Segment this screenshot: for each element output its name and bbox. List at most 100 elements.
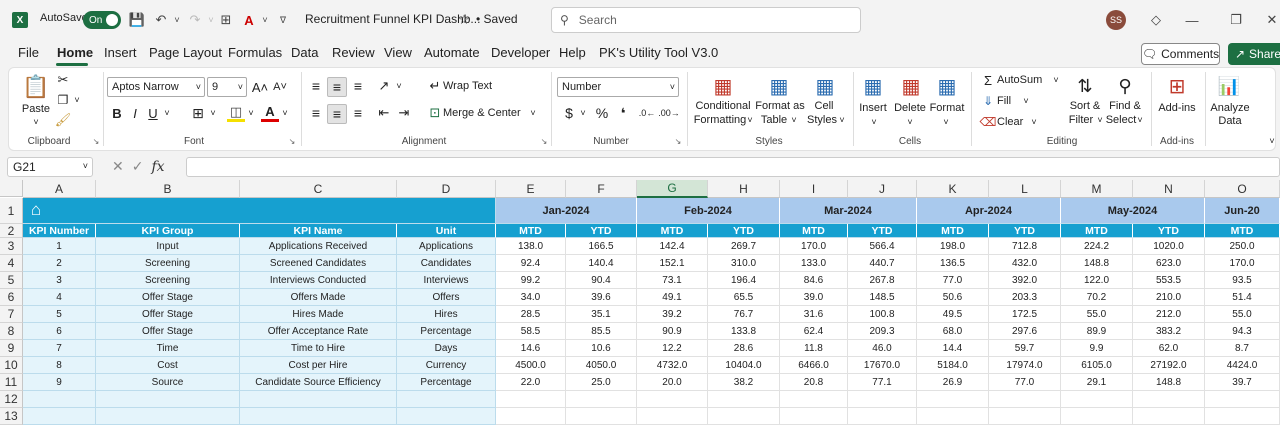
orientation-dropdown-icon[interactable]: ˅ [396, 81, 402, 91]
comments-button[interactable]: 🗨 Comments [1141, 43, 1220, 65]
row-header-8[interactable]: 8 [0, 323, 23, 340]
tab-formulas[interactable]: Formulas [228, 45, 283, 60]
empty-cell[interactable] [566, 391, 637, 408]
value-cell[interactable]: 142.4 [637, 238, 708, 255]
empty-cell[interactable] [848, 391, 917, 408]
value-cell[interactable]: 70.2 [1061, 289, 1133, 306]
value-cell[interactable]: 84.6 [780, 272, 848, 289]
value-cell[interactable]: 68.0 [917, 323, 989, 340]
insert-cells-button[interactable]: Insert [859, 102, 887, 114]
row-header-13[interactable]: 13 [0, 408, 23, 425]
increase-indent-icon[interactable]: ⇥ [398, 105, 410, 120]
delete-cells-button[interactable]: Delete [894, 102, 926, 114]
chevron-down-icon[interactable]: ˅ [1031, 117, 1037, 127]
kpi-cell[interactable]: Offers [397, 289, 496, 306]
kpi-cell[interactable]: Interviews [397, 272, 496, 289]
chevron-down-icon[interactable]: ˅ [1097, 115, 1103, 125]
chevron-down-icon[interactable]: ˅ [791, 115, 797, 125]
save-icon[interactable]: 💾 [128, 12, 146, 27]
empty-cell[interactable] [780, 408, 848, 425]
kpi-cell[interactable]: Hires [397, 306, 496, 323]
kpi-cell[interactable]: Offer Stage [96, 289, 240, 306]
kpi-cell[interactable]: 1 [23, 238, 96, 255]
undo-dropdown-icon[interactable]: ˅ [174, 15, 180, 25]
number-launcher-icon[interactable]: ↘ [674, 136, 682, 146]
empty-cell[interactable] [637, 391, 708, 408]
value-cell[interactable]: 39.7 [1205, 374, 1280, 391]
value-cell[interactable]: 440.7 [848, 255, 917, 272]
column-header-j[interactable]: J [848, 180, 917, 198]
chevron-down-icon[interactable]: ˅ [1137, 115, 1143, 125]
redo-icon[interactable]: ↷ [189, 12, 201, 27]
row-header-12[interactable]: 12 [0, 391, 23, 408]
value-cell[interactable]: 73.1 [637, 272, 708, 289]
row-header-2[interactable]: 2 [0, 224, 23, 238]
value-cell[interactable]: 136.5 [917, 255, 989, 272]
diamond-icon[interactable]: ◇ [1151, 12, 1161, 27]
kpi-cell[interactable]: Percentage [397, 323, 496, 340]
home-icon[interactable]: ⌂ [30, 200, 42, 219]
value-cell[interactable]: 77.1 [848, 374, 917, 391]
value-cell[interactable]: 297.6 [989, 323, 1061, 340]
row-header-5[interactable]: 5 [0, 272, 23, 289]
wrap-text-button[interactable]: Wrap Text [443, 80, 493, 92]
bold-icon[interactable]: B [112, 105, 122, 121]
empty-cell[interactable] [496, 408, 566, 425]
empty-cell[interactable] [1133, 408, 1205, 425]
empty-cell[interactable] [989, 391, 1061, 408]
value-cell[interactable]: 92.4 [496, 255, 566, 272]
tab-insert[interactable]: Insert [104, 45, 137, 60]
format-as-table-label-2[interactable]: Table [760, 114, 788, 126]
customize-toolbar-icon[interactable]: ∇ [279, 14, 287, 25]
value-cell[interactable]: 152.1 [637, 255, 708, 272]
tab-automate[interactable]: Automate [424, 45, 480, 60]
column-header-k[interactable]: K [917, 180, 989, 198]
decrease-indent-icon[interactable]: ⇤ [378, 105, 390, 120]
value-cell[interactable]: 6105.0 [1061, 357, 1133, 374]
kpi-cell[interactable]: Currency [397, 357, 496, 374]
value-cell[interactable]: 20.8 [780, 374, 848, 391]
kpi-cell[interactable]: Interviews Conducted [240, 272, 397, 289]
empty-cell[interactable] [240, 408, 397, 425]
empty-cell[interactable] [23, 391, 96, 408]
decrease-font-size-icon[interactable]: A˅ [273, 81, 287, 93]
column-header-e[interactable]: E [496, 180, 566, 198]
saved-status[interactable]: • Saved [476, 12, 518, 26]
value-cell[interactable]: 623.0 [1133, 255, 1205, 272]
value-cell[interactable]: 77.0 [989, 374, 1061, 391]
increase-font-size-icon[interactable]: A˄ [251, 79, 269, 95]
value-cell[interactable]: 59.7 [989, 340, 1061, 357]
empty-cell[interactable] [1133, 391, 1205, 408]
value-cell[interactable]: 122.0 [1061, 272, 1133, 289]
value-cell[interactable]: 133.8 [708, 323, 780, 340]
empty-cell[interactable] [917, 391, 989, 408]
value-cell[interactable]: 250.0 [1205, 238, 1280, 255]
addins-icon[interactable]: ⊞ [1168, 75, 1186, 98]
kpi-cell[interactable]: 6 [23, 323, 96, 340]
value-cell[interactable]: 269.7 [708, 238, 780, 255]
tab-view[interactable]: View [384, 45, 412, 60]
tab-pk-utility-tool[interactable]: PK's Utility Tool V3.0 [599, 45, 719, 60]
chevron-down-icon[interactable]: ˅ [943, 117, 949, 127]
chevron-down-icon[interactable]: ˅ [1023, 96, 1029, 106]
value-cell[interactable]: 566.4 [848, 238, 917, 255]
empty-cell[interactable] [240, 391, 397, 408]
kpi-cell[interactable]: Time to Hire [240, 340, 397, 357]
number-format-select[interactable]: Number ˅ [557, 77, 679, 97]
minimize-icon[interactable]: — [1185, 12, 1199, 28]
merge-dropdown-icon[interactable]: ˅ [530, 108, 536, 118]
value-cell[interactable]: 10404.0 [708, 357, 780, 374]
value-cell[interactable]: 39.2 [637, 306, 708, 323]
font-size-select[interactable]: 9 ˅ [207, 77, 247, 97]
sort-filter-label-2[interactable]: Filter [1068, 114, 1094, 126]
row-header-3[interactable]: 3 [0, 238, 23, 255]
format-cells-button[interactable]: Format [929, 102, 965, 114]
copy-icon[interactable]: ❐ [57, 93, 69, 107]
value-cell[interactable]: 29.1 [1061, 374, 1133, 391]
kpi-cell[interactable]: Percentage [397, 374, 496, 391]
name-box[interactable]: G21 ˅ [7, 157, 93, 177]
analyze-data-label-2[interactable]: Data [1218, 115, 1242, 127]
value-cell[interactable]: 4050.0 [566, 357, 637, 374]
value-cell[interactable]: 10.6 [566, 340, 637, 357]
borders-icon[interactable]: ⊞ [220, 12, 232, 27]
